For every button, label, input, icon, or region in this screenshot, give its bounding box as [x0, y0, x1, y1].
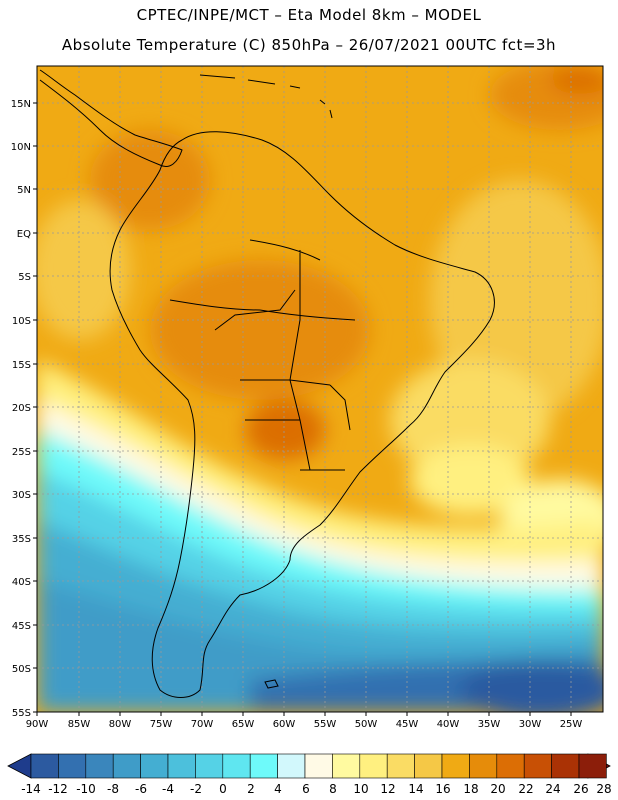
lat-label: 35S [12, 534, 31, 545]
colorbar-swatch [414, 753, 443, 779]
colorbar-swatch [441, 753, 470, 779]
lon-label: 70W [191, 719, 214, 730]
colorbar-swatch [304, 753, 333, 779]
lat-label: 10S [12, 316, 31, 327]
colorbar-swatch [496, 753, 525, 779]
lon-label: 40W [437, 719, 460, 730]
longitude-labels: 90W 85W 80W 75W 70W 65W 60W 55W 50W 45W … [26, 719, 583, 730]
colorbar-swatch [58, 753, 87, 779]
lat-label: 5N [17, 185, 31, 196]
lat-label: 15S [12, 360, 31, 371]
lon-label: 65W [232, 719, 255, 730]
colorbar-swatch [167, 753, 196, 779]
lon-label: 25W [560, 719, 583, 730]
temperature-field [37, 66, 603, 712]
colorbar-label: -12 [48, 782, 68, 796]
lon-label: 80W [109, 719, 132, 730]
colorbar-label: 0 [219, 782, 227, 796]
colorbar-label: -10 [76, 782, 96, 796]
central-america-coastline [39, 69, 183, 167]
axis-ticks [33, 102, 572, 716]
colorbar-swatch [332, 753, 361, 779]
colorbar-swatch [386, 753, 415, 779]
colorbar-label: -4 [162, 782, 174, 796]
lat-label: 5S [18, 272, 31, 283]
colorbar-label: 22 [518, 782, 533, 796]
colorbar-swatch [222, 753, 251, 779]
colorbar-swatch [578, 753, 607, 779]
colorbar-label: 20 [490, 782, 505, 796]
lat-label: 50S [12, 664, 31, 675]
colorbar-label: 26 [573, 782, 588, 796]
map-subtitle: Absolute Temperature (C) 850hPa – 26/07/… [61, 36, 557, 54]
map-title: CPTEC/INPE/MCT – Eta Model 8km – MODEL [136, 6, 482, 24]
lon-label: 35W [478, 719, 501, 730]
colorbar-label: 28 [596, 782, 611, 796]
colorbar-label: 16 [435, 782, 450, 796]
colorbar-label: 24 [545, 782, 560, 796]
lat-label: EQ [17, 229, 31, 240]
caribbean-islands [199, 74, 333, 119]
lon-label: 60W [273, 719, 296, 730]
colorbar-arrow-low [7, 753, 32, 779]
lon-label: 75W [150, 719, 173, 730]
colorbar-label: -6 [135, 782, 147, 796]
colorbar-label: 14 [408, 782, 423, 796]
lat-label: 25S [12, 447, 31, 458]
lat-label: 10N [11, 142, 31, 153]
colorbar-label: 18 [463, 782, 478, 796]
colorbar-swatch [359, 753, 388, 779]
colorbar-swatch [85, 753, 114, 779]
south-america-coastline [109, 131, 495, 698]
latitude-labels: 15N 10N 5N EQ 5S 10S 15S 20S 25S 30S 35S… [11, 99, 31, 719]
colorbar-swatch [140, 753, 169, 779]
lon-label: 30W [519, 719, 542, 730]
colorbar-label: 8 [329, 782, 337, 796]
colorbar-label: 2 [247, 782, 255, 796]
lat-label: 45S [12, 621, 31, 632]
graticule [37, 66, 603, 712]
colorbar-label: -14 [21, 782, 41, 796]
lon-label: 50W [355, 719, 378, 730]
lat-label: 30S [12, 490, 31, 501]
colorbar-label: -2 [190, 782, 202, 796]
colorbar-swatch [30, 753, 59, 779]
colorbar-swatch [195, 753, 224, 779]
falkland-islands [264, 679, 279, 689]
lon-label: 55W [314, 719, 337, 730]
colorbar-label: 4 [274, 782, 282, 796]
lat-label: 15N [11, 99, 31, 110]
colorbar-swatch [112, 753, 141, 779]
colorbar-swatch [469, 753, 498, 779]
brazil-border [169, 239, 356, 471]
colorbar-label: -8 [107, 782, 119, 796]
colorbar-swatch [249, 753, 278, 779]
lat-label: 20S [12, 403, 31, 414]
colorbar-label: 10 [353, 782, 368, 796]
lon-label: 90W [26, 719, 49, 730]
lat-label: 55S [12, 708, 31, 719]
colorbar: -14 -12 -10 -8 -6 -4 -2 0 2 4 6 8 10 12 … [7, 753, 612, 796]
colorbar-label: 12 [380, 782, 395, 796]
lon-label: 45W [396, 719, 419, 730]
lat-label: 40S [12, 577, 31, 588]
colorbar-swatch [523, 753, 552, 779]
lon-label: 85W [68, 719, 91, 730]
map-frame [36, 65, 604, 713]
coastlines [39, 69, 495, 698]
colorbar-swatch [551, 753, 580, 779]
colorbar-label: 6 [302, 782, 310, 796]
colorbar-swatch [277, 753, 306, 779]
